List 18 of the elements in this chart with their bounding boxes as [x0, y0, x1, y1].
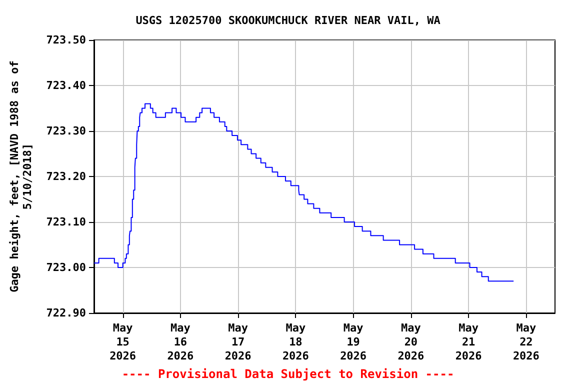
y-tick-label: 723.50	[46, 34, 86, 46]
text: ---- Provisional Data Subject to Revision ----	[122, 367, 454, 381]
x-tick-label: May 19 2026	[340, 322, 367, 362]
x-tick-label: May 16 2026	[167, 322, 194, 362]
y-tick-label: 723.00	[46, 261, 86, 274]
chart-title: USGS 12025700 SKOOKUMCHUCK RIVER NEAR VAIL, WA	[136, 14, 441, 27]
x-tick-label: May 17 2026	[224, 322, 252, 362]
x-tick-label: May 22 2026	[512, 322, 540, 362]
x-tick-label: May 15 2026	[110, 322, 136, 362]
y-tick-label: 723.20	[46, 170, 86, 183]
x-tick-label: May 18 2026	[282, 322, 310, 362]
y-tick-label: 723.10	[46, 216, 86, 228]
y-axis-title: Gage height, feet, [NAVD 1988 as of 5/10/2018]	[8, 60, 34, 292]
x-tick-label: May 20 2026	[398, 322, 425, 362]
y-tick-label: 723.40	[46, 79, 86, 92]
x-tick-label: May 21 2026	[455, 322, 482, 362]
y-tick-label: 722.90	[46, 306, 86, 320]
y-tick-label: 723.30	[46, 124, 86, 138]
